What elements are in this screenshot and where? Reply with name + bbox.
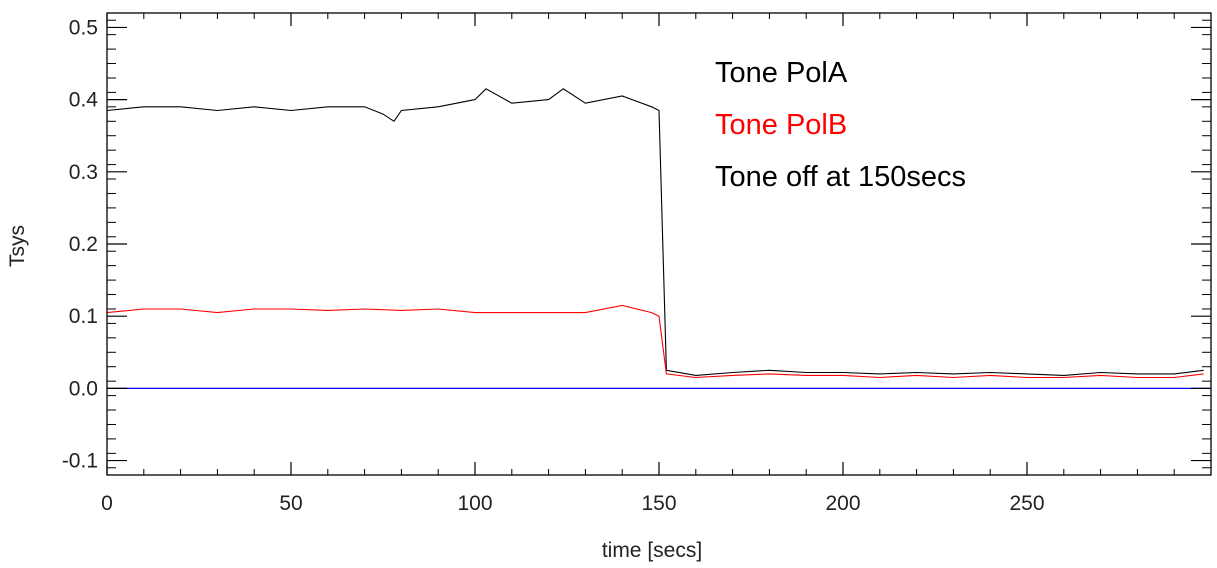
y-tick-label: 0.3 [69,161,98,184]
x-tick-label: 250 [1009,492,1044,515]
y-tick-label: 0.0 [69,377,98,400]
y-tick-label: 0.4 [69,89,99,112]
x-tick-label: 150 [641,492,676,515]
legend-group: Tone PolA Tone PolB Tone off at 150secs [715,57,966,193]
y-tick-label: 0.5 [69,16,98,39]
axes-group: 0 50 100 150 200 250 -0.1 0.0 0.1 0.2 0.3 0.4 0.5 [62,12,1212,515]
x-tick-label: 0 [101,492,113,515]
legend-entry-2: Tone off at 150secs [715,161,966,193]
legend-entry-1: Tone PolB [715,109,847,141]
plot-series-group [106,88,1211,389]
y-tick-label: 0.2 [69,233,98,256]
y-axis-title: Tsys [6,225,29,267]
series-line-0 [106,88,1204,376]
plot-frame [106,12,1212,476]
y-tick-label: 0.1 [69,305,98,328]
y-tick-label: -0.1 [62,450,98,473]
x-tick-label: 50 [279,492,302,515]
legend-entry-0: Tone PolA [715,57,848,89]
x-tick-label: 100 [457,492,492,515]
x-axis-title: time [secs] [602,539,702,562]
x-tick-label: 200 [825,492,860,515]
series-line-1 [106,304,1204,379]
